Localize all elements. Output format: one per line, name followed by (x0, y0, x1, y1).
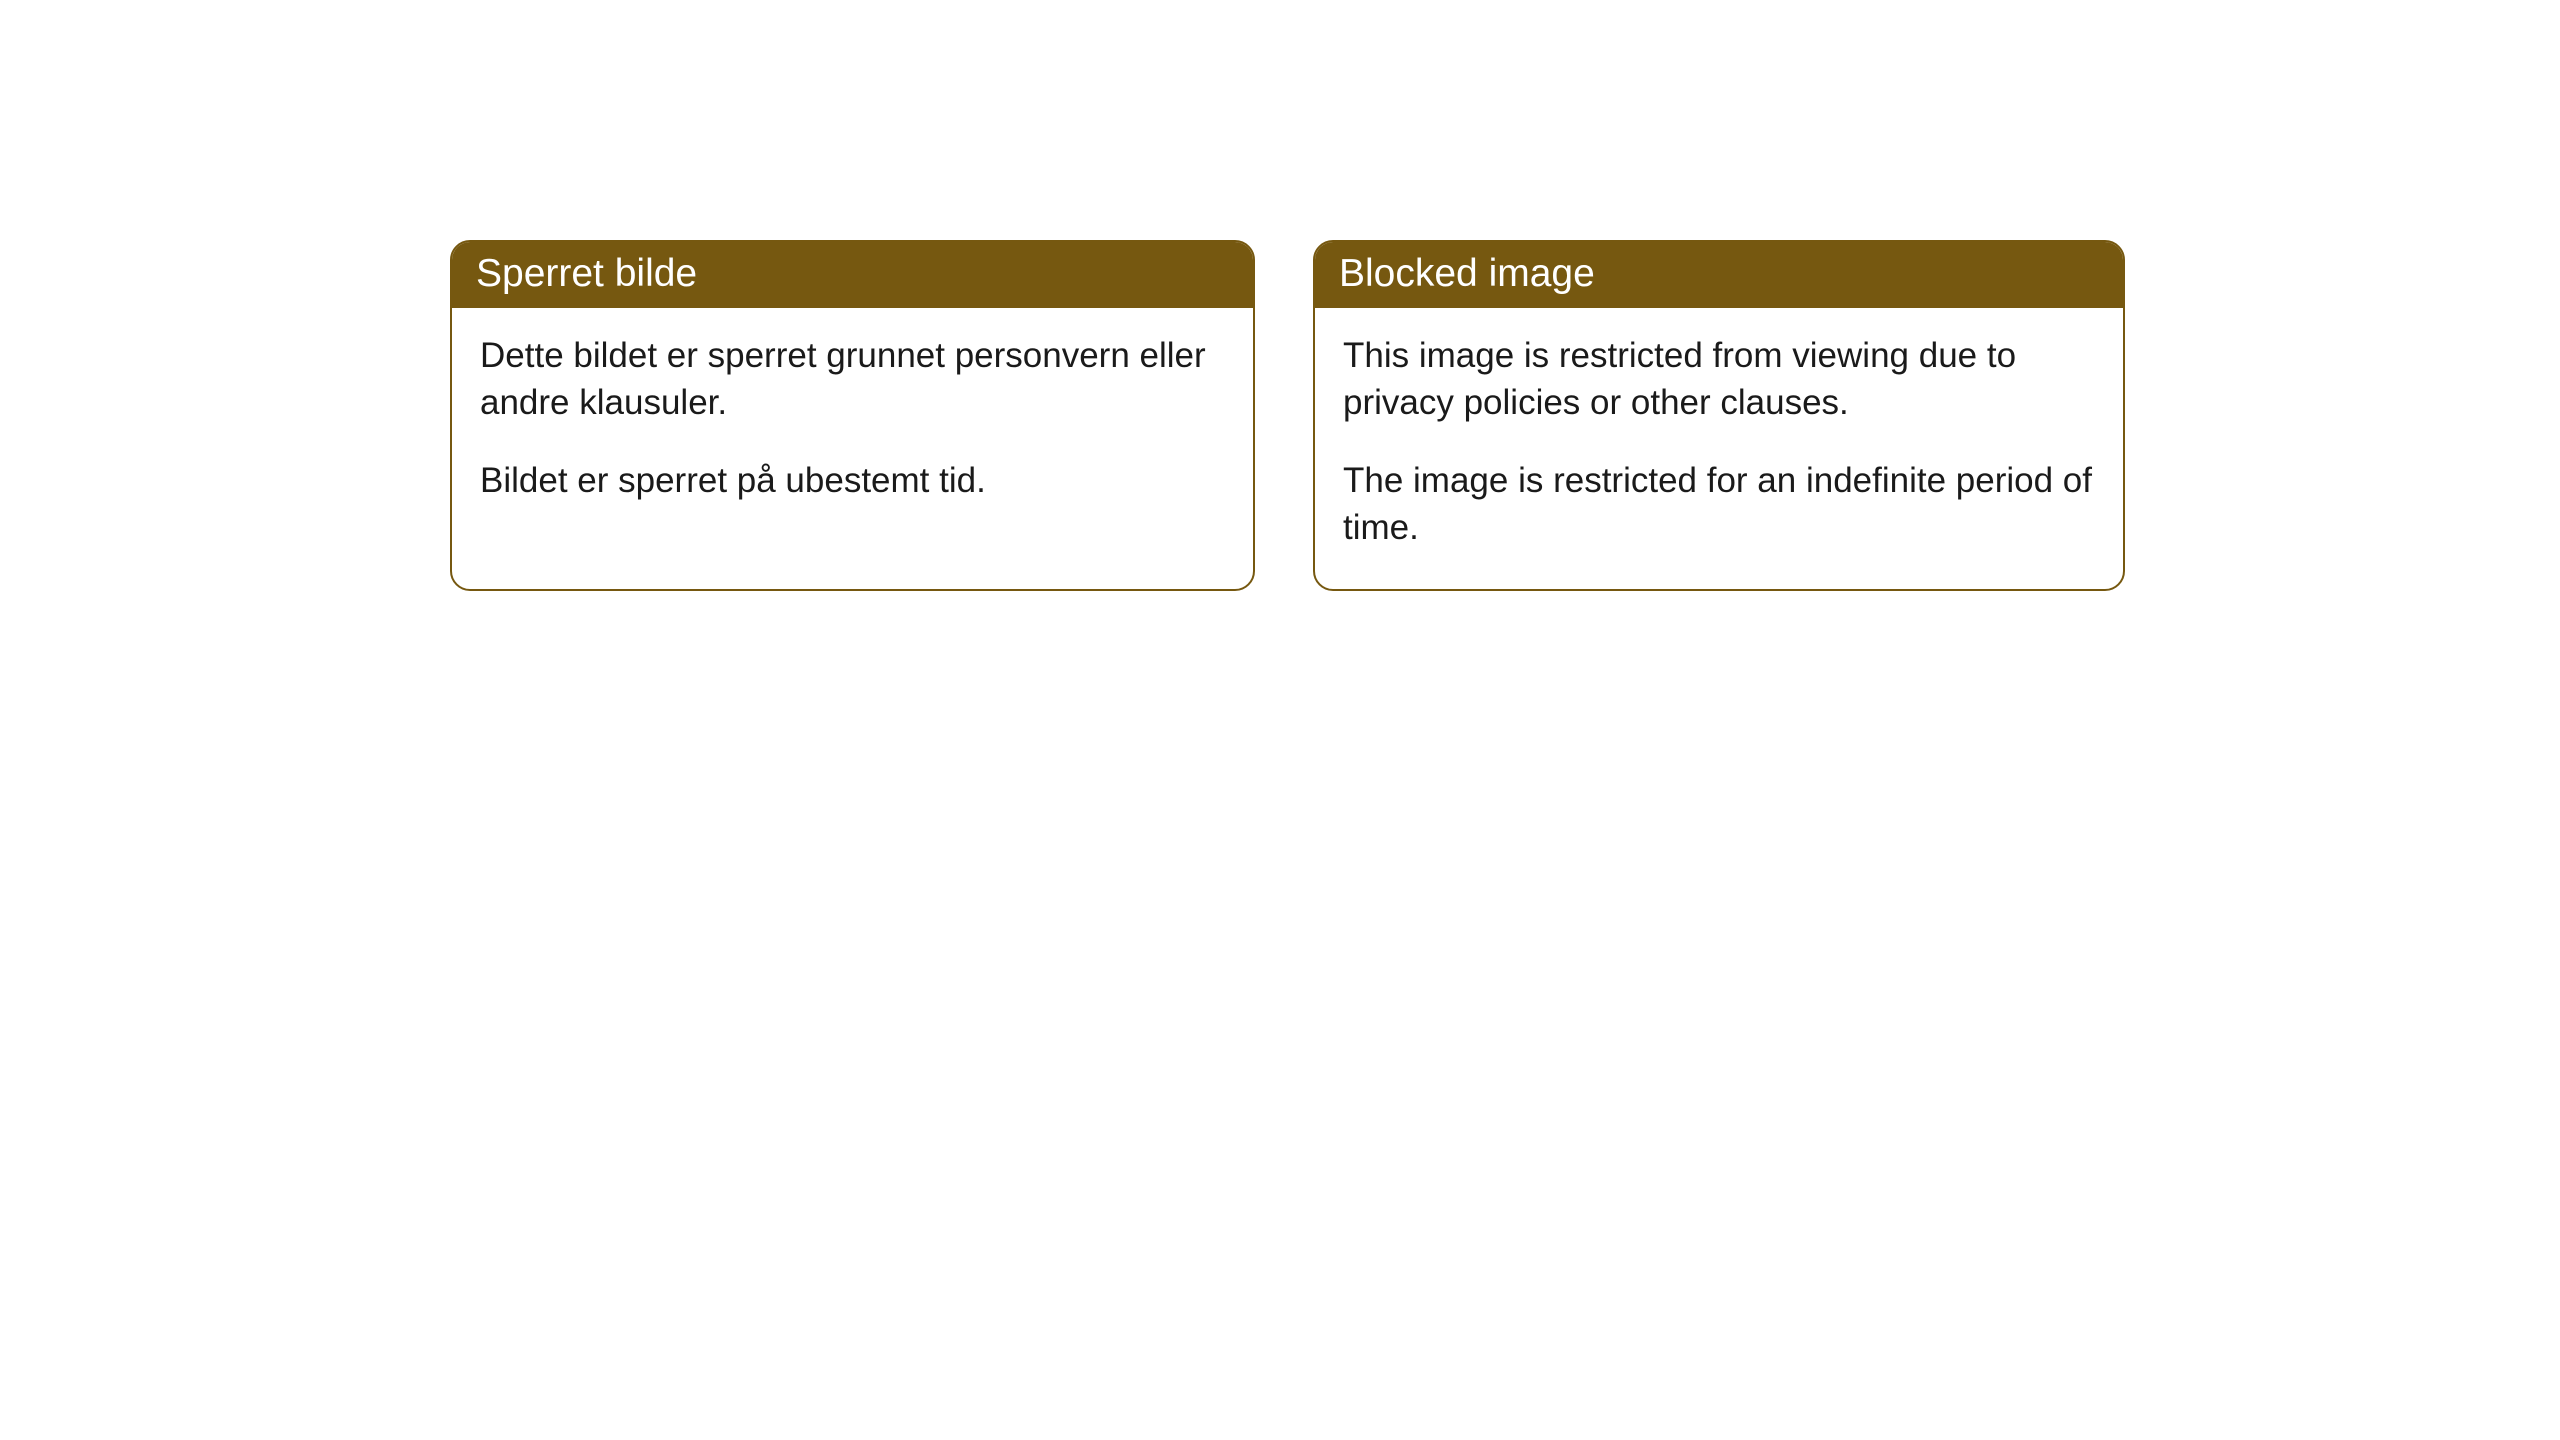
card-paragraph: This image is restricted from viewing du… (1343, 332, 2095, 427)
blocked-image-card-english: Blocked image This image is restricted f… (1313, 240, 2125, 591)
card-title: Blocked image (1339, 252, 1595, 295)
blocked-image-card-norwegian: Sperret bilde Dette bildet er sperret gr… (450, 240, 1255, 591)
card-paragraph: Dette bildet er sperret grunnet personve… (480, 332, 1225, 427)
card-header: Blocked image (1315, 242, 2123, 308)
card-paragraph: Bildet er sperret på ubestemt tid. (480, 457, 1225, 504)
card-paragraph: The image is restricted for an indefinit… (1343, 457, 2095, 552)
card-title: Sperret bilde (476, 252, 697, 295)
card-header: Sperret bilde (452, 242, 1253, 308)
card-body: Dette bildet er sperret grunnet personve… (452, 308, 1253, 542)
card-body: This image is restricted from viewing du… (1315, 308, 2123, 589)
notice-cards-container: Sperret bilde Dette bildet er sperret gr… (0, 0, 2560, 591)
